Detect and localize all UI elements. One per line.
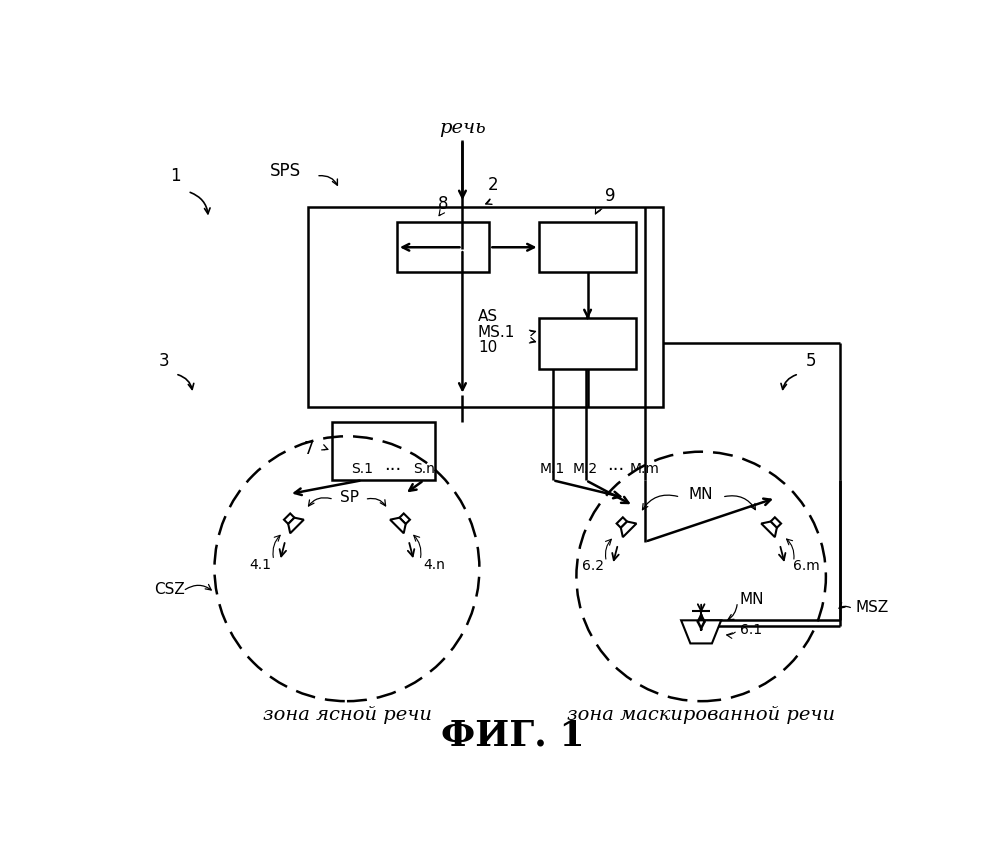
Polygon shape: [621, 522, 636, 537]
Polygon shape: [399, 513, 410, 524]
Text: M.1: M.1: [540, 462, 565, 477]
Text: MSZ: MSZ: [855, 600, 888, 614]
Text: 6.2: 6.2: [582, 559, 604, 574]
Text: 7: 7: [303, 440, 314, 459]
Text: речь: речь: [439, 118, 486, 136]
Text: CSZ: CSZ: [154, 582, 185, 597]
Text: зона ясной речи: зона ясной речи: [263, 706, 431, 724]
Polygon shape: [761, 522, 777, 537]
Text: зона маскированной речи: зона маскированной речи: [567, 706, 835, 724]
Polygon shape: [390, 517, 406, 534]
Bar: [539, 318, 636, 368]
Text: 4.1: 4.1: [249, 558, 271, 572]
Text: 8: 8: [438, 195, 448, 213]
Text: ···: ···: [607, 460, 624, 478]
Text: MN: MN: [740, 592, 764, 607]
Text: 1: 1: [170, 167, 181, 185]
Bar: [539, 222, 636, 272]
Bar: [397, 222, 489, 272]
Text: 10: 10: [478, 340, 497, 355]
Text: S.n: S.n: [413, 462, 435, 477]
Polygon shape: [681, 620, 721, 643]
Text: MN: MN: [689, 487, 713, 501]
Text: ···: ···: [385, 460, 402, 478]
Text: 6.1: 6.1: [740, 623, 762, 637]
Polygon shape: [284, 513, 294, 524]
Polygon shape: [617, 517, 627, 528]
Text: SP: SP: [340, 489, 359, 505]
Bar: [308, 207, 663, 407]
Text: 4.n: 4.n: [423, 558, 445, 572]
Text: 3: 3: [159, 351, 170, 370]
Text: ФИГ. 1: ФИГ. 1: [441, 719, 584, 753]
Bar: [332, 422, 435, 480]
Polygon shape: [771, 517, 781, 528]
Text: SPS: SPS: [270, 162, 301, 180]
Text: M.2: M.2: [573, 462, 598, 477]
Polygon shape: [288, 517, 304, 534]
Text: AS: AS: [478, 310, 498, 324]
Text: M.m: M.m: [630, 462, 660, 477]
Text: 6.m: 6.m: [793, 559, 820, 574]
Text: 5: 5: [806, 351, 817, 370]
Text: MS.1: MS.1: [478, 325, 515, 340]
Text: 9: 9: [605, 187, 616, 205]
Text: 2: 2: [488, 176, 499, 194]
Text: S.1: S.1: [351, 462, 373, 477]
